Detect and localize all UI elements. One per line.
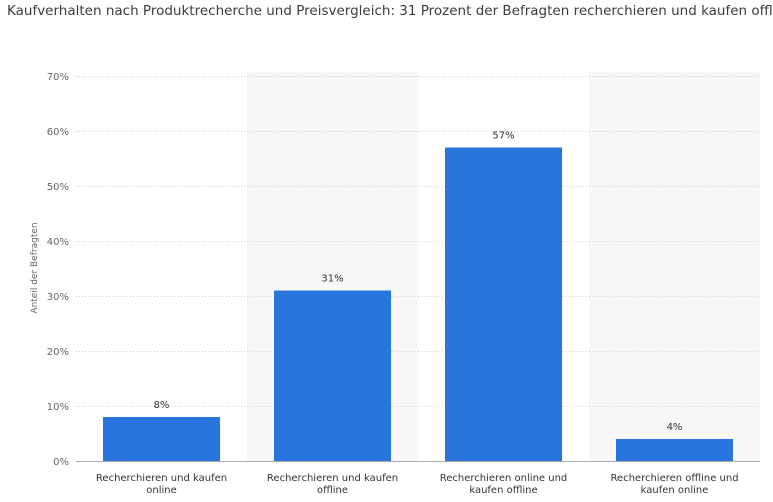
y-axis-ticks: 0% 10% 20% 30% 40% 50% 60% 70% bbox=[47, 72, 69, 468]
data-label: 4% bbox=[667, 422, 683, 433]
bar bbox=[103, 417, 220, 461]
y-tick-label: 60% bbox=[47, 127, 69, 138]
x-tick-label: kaufen online bbox=[641, 485, 709, 496]
data-label: 31% bbox=[321, 274, 343, 285]
bar bbox=[274, 290, 391, 461]
y-tick-label: 70% bbox=[47, 72, 69, 83]
chart-title: Kaufverhalten nach Produktrecherche und … bbox=[7, 3, 773, 19]
x-tick-label: Recherchieren und kaufen bbox=[96, 473, 227, 484]
grid-lines bbox=[76, 76, 760, 407]
x-tick-label: Recherchieren und kaufen bbox=[267, 473, 398, 484]
y-tick-label: 30% bbox=[47, 292, 69, 303]
data-label: 8% bbox=[154, 400, 170, 411]
y-tick-label: 40% bbox=[47, 237, 69, 248]
x-axis-categories: Recherchieren und kaufenonlineRecherchie… bbox=[96, 473, 739, 496]
x-tick-label: Recherchieren online und bbox=[440, 473, 568, 484]
category-band bbox=[589, 72, 760, 461]
bar bbox=[616, 439, 733, 461]
bars bbox=[103, 147, 733, 461]
x-tick-label: kaufen offline bbox=[469, 485, 537, 496]
x-tick-label: Recherchieren offline und bbox=[610, 473, 738, 484]
y-tick-label: 10% bbox=[47, 402, 69, 413]
y-tick-label: 0% bbox=[53, 457, 69, 468]
data-label: 57% bbox=[492, 131, 514, 142]
x-tick-label: online bbox=[146, 485, 177, 496]
y-tick-label: 20% bbox=[47, 347, 69, 358]
x-tick-label: offline bbox=[317, 485, 348, 496]
data-labels: 8% 31% 57% 4% bbox=[154, 131, 683, 434]
y-tick-label: 50% bbox=[47, 182, 69, 193]
bar bbox=[445, 147, 562, 461]
